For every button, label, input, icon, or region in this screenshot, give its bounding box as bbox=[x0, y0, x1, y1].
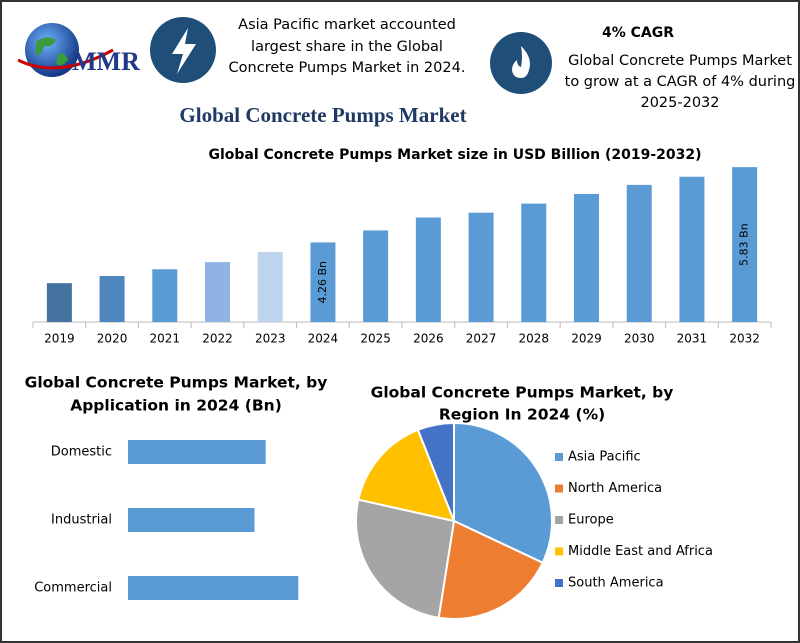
y-tick-label: Industrial bbox=[51, 513, 112, 528]
x-tick-label: 2026 bbox=[413, 332, 444, 346]
chart-title: Global Concrete Pumps Market size in USD… bbox=[208, 147, 701, 163]
main-title: Global Concrete Pumps Market bbox=[179, 103, 466, 127]
note-line: Asia Pacific market accounted bbox=[238, 17, 456, 33]
value-label: 5.83 Bn bbox=[738, 223, 751, 266]
pie-slice bbox=[453, 421, 553, 565]
bar bbox=[46, 283, 72, 322]
bar bbox=[468, 212, 494, 322]
legend-label: Europe bbox=[568, 513, 614, 528]
y-tick-label: Commercial bbox=[34, 581, 112, 596]
pie-slice bbox=[357, 428, 456, 523]
bar bbox=[205, 262, 230, 322]
bar bbox=[152, 269, 178, 322]
x-tick-label: 2032 bbox=[729, 332, 760, 346]
bar bbox=[679, 176, 705, 322]
pie-slice bbox=[355, 498, 456, 619]
legend-label: South America bbox=[568, 576, 664, 591]
y-tick-label: Domestic bbox=[51, 445, 112, 460]
pie-slice bbox=[416, 421, 455, 522]
legend-label: Asia Pacific bbox=[568, 450, 641, 465]
legend-swatch bbox=[555, 516, 563, 524]
x-tick-label: 2020 bbox=[97, 332, 128, 346]
legend-swatch bbox=[555, 579, 563, 587]
icon-circle bbox=[490, 32, 552, 94]
globe-land bbox=[36, 37, 68, 66]
legend-swatch bbox=[555, 547, 563, 556]
bar bbox=[99, 275, 125, 322]
bar bbox=[574, 193, 599, 322]
x-tick-label: 2027 bbox=[466, 332, 497, 346]
x-tick-label: 2021 bbox=[150, 332, 181, 346]
x-tick-label: 2031 bbox=[677, 332, 708, 346]
legend-swatch bbox=[555, 453, 563, 461]
pie-slice bbox=[437, 519, 545, 620]
x-tick-label: 2019 bbox=[44, 332, 75, 346]
x-tick-label: 2025 bbox=[360, 332, 391, 346]
logo: MMR bbox=[17, 23, 140, 77]
bar bbox=[257, 252, 283, 322]
x-tick-label: 2022 bbox=[202, 332, 233, 346]
x-tick-label: 2024 bbox=[308, 332, 339, 346]
chart-title: Application in 2024 (Bn) bbox=[70, 397, 282, 415]
note-line: largest share in the Global bbox=[251, 39, 443, 55]
note-line: to grow at a CAGR of 4% during bbox=[565, 74, 796, 90]
swoosh bbox=[17, 48, 114, 70]
cagr-title: 4% CAGR bbox=[602, 25, 674, 41]
bar bbox=[626, 184, 652, 322]
chart-title: Global Concrete Pumps Market, by bbox=[25, 374, 328, 392]
bar bbox=[363, 230, 389, 322]
logo-text: MMR bbox=[72, 47, 140, 76]
x-tick-label: 2028 bbox=[519, 332, 550, 346]
note-line: 2025-2032 bbox=[640, 95, 719, 111]
legend-swatch bbox=[555, 484, 563, 493]
legend-label: North America bbox=[568, 481, 662, 496]
x-tick-label: 2029 bbox=[571, 332, 602, 346]
chart-title: Global Concrete Pumps Market, by bbox=[371, 384, 674, 402]
bar bbox=[732, 167, 758, 322]
x-tick-label: 2030 bbox=[624, 332, 655, 346]
bar bbox=[310, 242, 336, 322]
value-label: 4.26 Bn bbox=[316, 261, 329, 304]
bar bbox=[128, 440, 266, 464]
bar bbox=[128, 576, 299, 600]
chart-title: Region In 2024 (%) bbox=[439, 406, 605, 424]
bar bbox=[128, 508, 255, 532]
flame-icon bbox=[512, 46, 530, 78]
lightning-icon bbox=[172, 28, 196, 74]
note-line: Concrete Pumps Market in 2024. bbox=[229, 60, 466, 76]
legend-label: Middle East and Africa bbox=[568, 544, 713, 559]
note-line: Global Concrete Pumps Market bbox=[568, 53, 792, 69]
x-tick-label: 2023 bbox=[255, 332, 286, 346]
bar bbox=[521, 203, 547, 322]
bar bbox=[415, 217, 441, 322]
globe bbox=[25, 23, 79, 77]
